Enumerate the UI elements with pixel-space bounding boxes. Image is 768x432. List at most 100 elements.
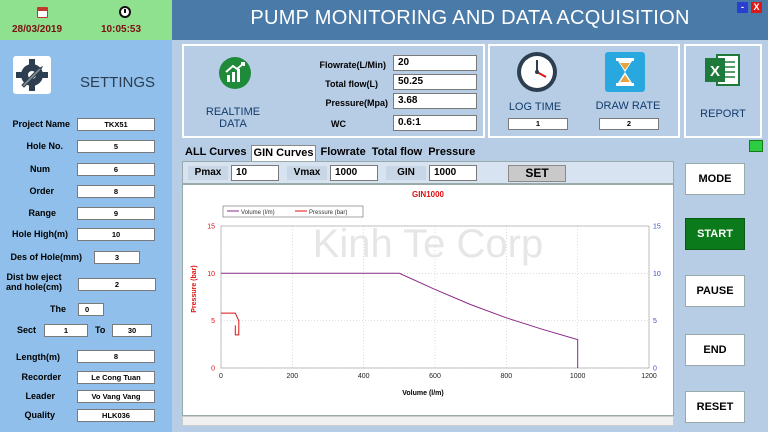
- des-of-hole-label: Des of Hole(mm): [10, 252, 82, 262]
- gin-chart: Kinh Te Corp GIN1000 Volume (l/m) Pressu…: [182, 184, 674, 416]
- num-label: Num: [30, 164, 50, 174]
- hole-no-label: Hole No.: [26, 141, 63, 151]
- dist-eject-label-line2: and hole(cm): [5, 282, 62, 292]
- y-tick-label-right: 0: [653, 366, 657, 373]
- reset-button[interactable]: RESET: [685, 391, 745, 423]
- total-flow-label: Total flow(L): [325, 79, 378, 89]
- range-label: Range: [28, 208, 56, 218]
- x-tick-label: 1200: [641, 373, 657, 380]
- chart-scrollbar[interactable]: [182, 416, 674, 426]
- range-field[interactable]: 9: [77, 207, 155, 220]
- legend-volume-label: Volume (l/m): [241, 210, 275, 216]
- settings-title: SETTINGS: [80, 74, 156, 91]
- y-tick-label-left: 10: [207, 271, 215, 278]
- log-time-field[interactable]: 1: [508, 118, 568, 130]
- pmax-label: Pmax: [188, 166, 228, 180]
- draw-rate-hourglass-icon[interactable]: [604, 51, 646, 93]
- current-date: 28/03/2019: [12, 24, 63, 35]
- realtime-label-line1: REALTIME: [205, 106, 261, 118]
- y-tick-label-left: 15: [207, 224, 215, 231]
- wc-label: WC: [331, 119, 346, 129]
- y-tick-label-left: 0: [211, 366, 215, 373]
- start-button[interactable]: START: [685, 218, 745, 250]
- flowrate-value: 20: [393, 55, 477, 71]
- tab-gin-curves[interactable]: GIN Curves: [250, 145, 317, 161]
- curve-tabs: ALL Curves GIN Curves Flowrate Total flo…: [183, 145, 477, 161]
- title-bar: [172, 0, 768, 40]
- total-flow-value: 50.25: [393, 74, 477, 90]
- recorder-field[interactable]: Le Cong Tuan: [77, 371, 155, 384]
- order-field[interactable]: 8: [77, 185, 155, 198]
- leader-label: Leader: [25, 391, 55, 401]
- settings-wrench-icon[interactable]: [12, 55, 52, 95]
- x-tick-label: 400: [358, 373, 370, 380]
- pause-button[interactable]: PAUSE: [685, 275, 745, 307]
- current-time: 10:05:53: [101, 24, 142, 35]
- sect-to-label: To: [95, 325, 106, 335]
- log-time-clock-icon[interactable]: [516, 51, 558, 93]
- quality-field[interactable]: HLK036: [77, 409, 155, 422]
- gin-chart-svg: Kinh Te Corp GIN1000 Volume (l/m) Pressu…: [191, 190, 661, 397]
- y-axis-label: Pressure (bar): [191, 265, 198, 312]
- x-tick-label: 200: [286, 373, 298, 380]
- mode-button[interactable]: MODE: [685, 163, 745, 195]
- pressure-label: Pressure(Mpa): [325, 98, 388, 108]
- chart-growth-icon: [218, 56, 252, 90]
- tab-flowrate[interactable]: Flowrate: [320, 146, 366, 158]
- sect-to-field[interactable]: 30: [112, 324, 152, 337]
- log-time-label: LOG TIME: [508, 101, 562, 113]
- hole-high-field[interactable]: 10: [77, 228, 155, 241]
- wc-value: 0.6:1: [393, 115, 477, 131]
- tab-all-curves[interactable]: ALL Curves: [185, 146, 247, 158]
- close-button[interactable]: X: [751, 2, 762, 13]
- dist-eject-label: Dist bw eject and hole(cm): [0, 272, 68, 292]
- quality-label: Quality: [24, 410, 55, 420]
- num-field[interactable]: 6: [77, 163, 155, 176]
- vmax-field[interactable]: 1000: [330, 165, 378, 181]
- draw-rate-label: DRAW RATE: [595, 100, 661, 112]
- plot-frame: [220, 225, 650, 369]
- leader-field[interactable]: Vo Vang Vang: [77, 390, 155, 403]
- project-name-label: Project Name: [12, 119, 70, 129]
- length-label: Length(m): [16, 352, 60, 362]
- series-line-volume: [221, 272, 579, 368]
- y-tick-label-right: 15: [653, 224, 661, 231]
- draw-rate-field[interactable]: 2: [599, 118, 659, 130]
- set-button[interactable]: SET: [508, 165, 566, 182]
- clock-icon: [119, 6, 131, 18]
- hole-high-label: Hole High(m): [12, 229, 68, 239]
- gin-field[interactable]: 1000: [429, 165, 477, 181]
- minimize-button[interactable]: -: [737, 2, 748, 13]
- calendar-icon: [37, 7, 48, 18]
- chart-title: GIN1000: [412, 190, 445, 199]
- length-field[interactable]: 8: [77, 350, 155, 363]
- pressure-value: 3.68: [393, 93, 477, 109]
- des-of-hole-field[interactable]: 3: [94, 251, 140, 264]
- x-tick-label: 1000: [570, 373, 586, 380]
- realtime-label: REALTIME DATA: [196, 106, 270, 130]
- project-name-field[interactable]: TKX51: [77, 118, 155, 131]
- chart-legend: Volume (l/m) Pressure (bar): [222, 205, 364, 218]
- y-tick-label-right: 5: [653, 318, 657, 325]
- x-tick-label: 0: [219, 373, 223, 380]
- y-tick-label-right: 10: [653, 271, 661, 278]
- pmax-field[interactable]: 10: [231, 165, 279, 181]
- hole-no-field[interactable]: 5: [77, 140, 155, 153]
- tab-total-flow[interactable]: Total flow: [371, 146, 423, 158]
- svg-text:X: X: [710, 63, 720, 80]
- sect-from-field[interactable]: 1: [44, 324, 88, 337]
- tab-pressure[interactable]: Pressure: [428, 146, 476, 158]
- realtime-label-line2: DATA: [219, 118, 247, 130]
- dist-eject-field[interactable]: 2: [78, 278, 156, 291]
- the-label: The: [49, 304, 66, 314]
- sect-label: Sect: [16, 325, 36, 335]
- end-button[interactable]: END: [685, 334, 745, 366]
- datetime-bar: [0, 0, 172, 40]
- report-label: REPORT: [700, 108, 746, 120]
- series-line-pressure: [221, 312, 240, 336]
- y-tick-label-left: 5: [211, 318, 215, 325]
- legend-pressure-label: Pressure (bar): [309, 210, 347, 216]
- watermark: Kinh Te Corp: [313, 222, 544, 266]
- the-field[interactable]: 0: [78, 303, 104, 316]
- excel-icon: X: [703, 52, 741, 88]
